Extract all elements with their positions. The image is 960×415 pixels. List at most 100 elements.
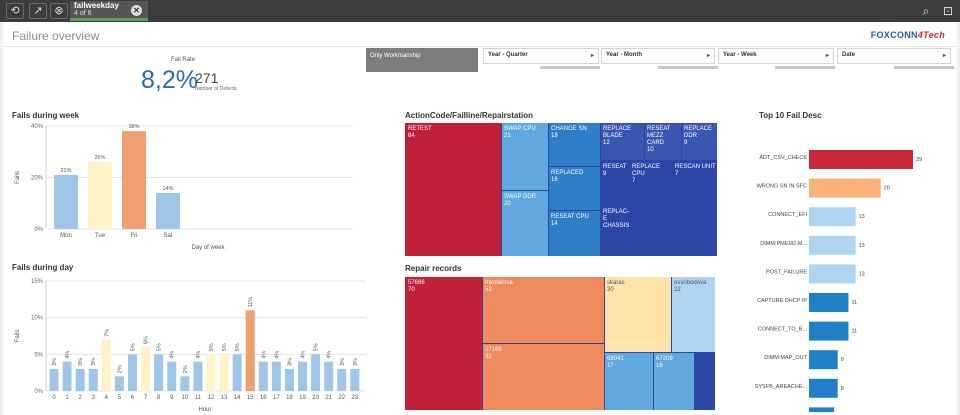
x-tick-label: 23 [351, 395, 358, 401]
top-toolbar: ⟲ ↗ ⊗ failweekday 4 of 6 ✕ ⌕ ⊡ [0, 0, 960, 22]
chevron-right-icon: ▸ [942, 53, 946, 59]
treemap-small-cell[interactable] [651, 196, 673, 215]
treemap-repair-title: Repair records [405, 264, 462, 273]
filter-date[interactable]: Date ▸ [837, 48, 954, 69]
treemap-cell[interactable]: 68041 17 [605, 353, 653, 410]
bar [350, 369, 360, 391]
bar-value-label: 5% [157, 343, 163, 351]
bar [180, 376, 190, 391]
treemap-small-cell[interactable] [651, 216, 673, 235]
sheet-canvas: Failure overview FOXCONN4Tech Fail Rate … [3, 22, 957, 415]
bar-category-label: CONNECT_EFI [768, 212, 807, 218]
treemap-cell[interactable]: REPLACE BLADE 12 [601, 123, 644, 160]
bar [122, 131, 146, 229]
treemap-cell[interactable]: REPLAC-E CHASSIS [601, 206, 629, 256]
treemap-small-cell[interactable] [695, 395, 714, 402]
treemap-cell[interactable]: REPLACE DDR 9 [682, 123, 717, 160]
bar-value-label: 4% [327, 351, 333, 359]
search-icon[interactable]: ⌕ [922, 4, 930, 18]
treemap-cell[interactable]: REPLACE CPU 7 [630, 161, 672, 195]
treemap-action[interactable]: RETEST 84 SWAP CPU 21 SWAP DDR 20 CHANGE SN… [405, 123, 717, 256]
top10-chart-title: Top 10 Fail Desc [759, 111, 822, 120]
treemap-cell[interactable]: mkolarova 53 [483, 277, 604, 343]
treemap-cell[interactable]: osvobodova 22 [672, 277, 715, 352]
treemap-cell[interactable]: SWAP DDR 20 [502, 191, 548, 256]
bar [167, 361, 177, 391]
forward-icon[interactable]: ↗ [29, 3, 47, 19]
filter-label: Date [842, 52, 856, 58]
back-icon[interactable]: ⟲ [6, 3, 24, 19]
top10-fail-desc-chart[interactable]: ADT_CSV_CHECK 29 WRONG SN IN SFC 20 CONNECT_… [723, 122, 953, 412]
treemap-repair[interactable]: 57686 70 mkolarova 53 57168 52 skaras 30 osv… [405, 277, 715, 410]
bar [324, 361, 334, 391]
x-tick-label: 9 [170, 395, 174, 401]
y-tick-label: 0% [34, 389, 43, 395]
treemap-small-cell[interactable] [695, 374, 714, 381]
treemap-small-cell[interactable] [695, 216, 716, 235]
treemap-small-cell[interactable] [673, 216, 695, 235]
bar-value-label: 7% [104, 329, 110, 337]
treemap-small-cell[interactable] [695, 236, 716, 255]
bar-value-label: 3% [52, 358, 58, 366]
fails-during-week-chart[interactable]: 0% 20% 40% Fails 21% Mon 26% Tue 38% Fri 14% Sat Day… [8, 120, 358, 260]
treemap-small-cell[interactable] [695, 388, 714, 395]
treemap-cell[interactable]: RESEAT MEZZ CARD 10 [645, 123, 681, 160]
treemap-cell[interactable]: 57168 52 [483, 344, 604, 410]
treemap-small-cell[interactable] [695, 353, 714, 360]
treemap-cell[interactable]: RESEAT 9 [601, 161, 629, 205]
kpi-fail-rate: 8,2% [141, 66, 198, 94]
clear-selection-x-icon[interactable]: ✕ [131, 5, 142, 16]
x-tick-label: 11 [195, 395, 202, 401]
bar-value-label: 8 [841, 357, 844, 363]
treemap-small-cell[interactable] [673, 236, 695, 255]
x-tick-label: 21 [325, 395, 332, 401]
smart-search-icon[interactable]: ⊡ [942, 4, 954, 18]
treemap-small-cell[interactable] [651, 236, 673, 255]
treemap-cell[interactable]: RESEAT CPU 14 [549, 211, 600, 256]
treemap-cell[interactable]: 67209 16 [654, 353, 694, 410]
filter-label: Year - Quarter [488, 52, 528, 58]
bar [114, 376, 124, 391]
treemap-small-cell[interactable] [695, 360, 714, 367]
fails-during-day-chart[interactable]: 0% 5% 10% 15% Fails 3% 0 4% 1 3% 2 3% 3 7% 4 2% 5 5% 6 6% 7 5… [8, 273, 368, 413]
treemap-small-cell[interactable] [673, 196, 695, 215]
bar-value-label: 3% [78, 358, 84, 366]
filter-progress [658, 66, 718, 69]
bar-value-label: 5% [209, 343, 215, 351]
bar [809, 293, 849, 312]
treemap-small-cell[interactable] [695, 381, 714, 388]
treemap-cell[interactable]: 57686 70 [405, 277, 482, 410]
bar-value-label: 4% [65, 351, 71, 359]
bar-category-label: POST_FAILURE [766, 269, 807, 275]
treemap-cell[interactable]: CHANGE SN 18 [549, 123, 600, 166]
treemap-small-cell[interactable] [630, 236, 651, 255]
treemap-cell[interactable]: SWAP CPU 21 [502, 123, 548, 190]
bar-value-label: 26% [94, 155, 105, 161]
treemap-cell[interactable]: REPLACED 16 [549, 167, 600, 210]
clear-selections-icon[interactable]: ⊗ [50, 3, 68, 19]
treemap-cell[interactable]: RESCAN UNIT 7 [673, 161, 717, 195]
bar-value-label: 13 [859, 243, 865, 249]
treemap-small-cell[interactable] [695, 367, 714, 374]
filter-year-quarter[interactable]: Year - Quarter ▸ [483, 48, 600, 69]
bar [809, 178, 881, 198]
bar-value-label: 13 [859, 271, 865, 277]
day-chart-title: Fails during day [12, 263, 74, 272]
treemap-small-cell[interactable] [630, 216, 651, 235]
x-tick-label: Mon [60, 233, 72, 239]
bar [809, 407, 835, 412]
treemap-small-cell[interactable] [630, 196, 651, 215]
bar-value-label: 13 [859, 214, 865, 220]
x-tick-label: 14 [234, 395, 241, 401]
treemap-small-cell[interactable] [695, 196, 716, 215]
treemap-small-cell[interactable] [695, 402, 714, 409]
treemap-cell[interactable]: RETEST 84 [405, 123, 501, 256]
bar-value-label: 5% [235, 343, 241, 351]
filter-year-month[interactable]: Year - Month ▸ [601, 48, 718, 69]
y-tick-label: 15% [31, 279, 44, 285]
filter-only-workmanship[interactable]: Only Workmanship [366, 48, 478, 72]
current-selection-pill[interactable]: failweekday 4 of 6 [70, 1, 148, 21]
treemap-cell[interactable]: skaras 30 [605, 277, 671, 352]
filter-year-week[interactable]: Year - Week ▸ [718, 48, 835, 69]
x-tick-label: 16 [260, 395, 267, 401]
